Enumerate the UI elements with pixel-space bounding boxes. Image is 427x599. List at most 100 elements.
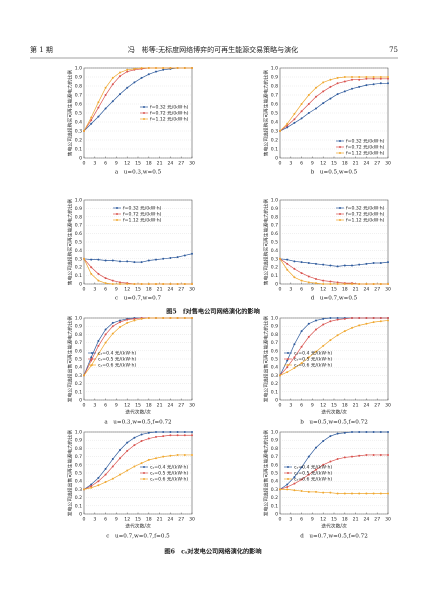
data-point [90, 116, 93, 119]
x-tick-label: 12 [320, 403, 326, 409]
data-point [191, 252, 193, 255]
y-tick-label: 0 [79, 512, 82, 518]
data-point [119, 319, 121, 322]
data-point [336, 93, 339, 96]
data-point [97, 476, 100, 479]
series-line [280, 489, 388, 494]
data-point [300, 279, 303, 282]
legend-marker [143, 466, 145, 468]
data-point [315, 262, 317, 265]
data-point [336, 492, 339, 495]
data-point [300, 103, 303, 105]
data-point [162, 68, 165, 71]
legend-label: cₛ=0.5 元/(kW·h) [294, 357, 332, 363]
data-point [147, 283, 150, 285]
data-point [300, 117, 303, 120]
data-point [315, 350, 317, 353]
data-point [155, 70, 157, 73]
y-tick-label: 1.0 [75, 66, 82, 72]
data-point [293, 276, 296, 279]
x-tick-label: 0 [83, 287, 86, 293]
data-point [126, 260, 129, 263]
data-point [387, 76, 389, 78]
data-point [83, 374, 85, 377]
data-point [315, 446, 317, 449]
data-point [279, 130, 281, 132]
data-point [293, 260, 296, 263]
data-point [140, 317, 143, 320]
data-point [90, 266, 93, 269]
y-axis-label: 发电公司选择出售可再生能源电力的比例 [67, 316, 74, 403]
data-point [183, 453, 186, 456]
data-point [365, 431, 368, 433]
data-point [111, 465, 114, 468]
running-title: 冯 彬等:无标度网络博弈的可再生能源交易策略与演化 [128, 45, 298, 54]
data-point [104, 333, 107, 336]
x-tick-label: 21 [157, 287, 163, 293]
y-tick-label: 1.0 [75, 316, 82, 322]
data-point [176, 431, 179, 433]
legend-label: cₛ=0.6 元/(kW·h) [294, 477, 332, 483]
data-point [387, 453, 389, 456]
data-point [379, 82, 382, 85]
legend-marker [91, 352, 93, 354]
data-point [358, 492, 361, 495]
y-tick-label: 0.3 [271, 373, 278, 379]
chart: 0 0.1 0.2 0.3 0.4 0.5 0.6 0.7 0.8 0.9 1.0 0 3 6 9 12 15 1… [67, 430, 195, 540]
data-point [387, 82, 389, 85]
x-tick-label: 3 [289, 517, 292, 523]
data-point [111, 321, 114, 324]
legend-marker [339, 207, 341, 209]
data-point [104, 94, 107, 96]
legend-label: f=1.12 元/(kW·h) [123, 218, 162, 224]
data-point [97, 344, 100, 347]
data-point [329, 339, 332, 342]
x-tick-label: 27 [178, 403, 184, 409]
data-point [126, 283, 129, 285]
data-point [140, 76, 143, 79]
x-tick-label: 27 [374, 517, 380, 523]
data-point [343, 80, 346, 83]
data-point [365, 84, 368, 87]
data-point [387, 317, 389, 319]
y-tick-label: 0.7 [271, 223, 278, 229]
data-point [97, 484, 100, 487]
y-tick-label: 0.8 [271, 214, 278, 220]
data-point [372, 283, 375, 285]
y-tick-label: 0.8 [75, 84, 82, 90]
x-tick-label: 24 [363, 517, 369, 523]
data-point [329, 264, 332, 267]
data-point [111, 332, 114, 335]
data-point [379, 317, 382, 319]
x-tick-label: 6 [104, 403, 107, 409]
data-point [329, 97, 332, 100]
data-point [162, 67, 165, 69]
data-point [372, 83, 375, 86]
y-tick-label: 0.2 [271, 381, 278, 387]
y-tick-label: 0 [79, 398, 82, 404]
data-point [147, 437, 150, 440]
data-point [140, 440, 143, 443]
data-point [191, 453, 193, 456]
y-tick-label: 0.2 [271, 495, 278, 501]
data-point [329, 460, 332, 463]
data-point [379, 453, 382, 456]
data-point [90, 359, 93, 362]
x-tick-label: 6 [300, 161, 303, 167]
x-tick-label: 12 [124, 287, 130, 293]
data-point [176, 256, 179, 259]
x-tick-label: 27 [178, 161, 184, 167]
data-point [365, 317, 368, 319]
data-point [176, 453, 179, 456]
data-point [140, 283, 143, 285]
x-tick-label: 27 [374, 161, 380, 167]
data-point [155, 457, 157, 460]
data-point [293, 476, 296, 479]
legend-marker [91, 364, 93, 366]
x-axis-label: 迭代次数/次 [321, 523, 347, 530]
figure-caption: 图6 cₛ对发电公司网络演化的影响 [164, 548, 261, 556]
data-point [315, 86, 317, 89]
data-point [351, 264, 353, 267]
x-tick-label: 24 [363, 161, 369, 167]
data-point [293, 118, 296, 121]
